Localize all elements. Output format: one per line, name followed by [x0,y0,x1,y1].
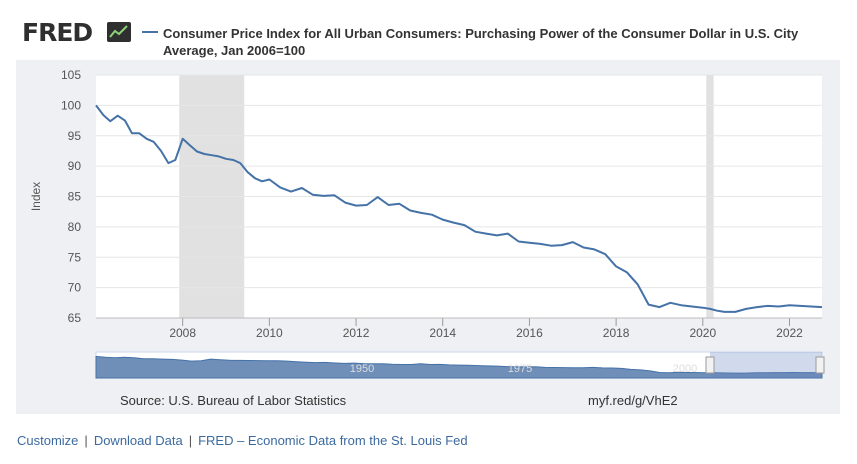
navigator-handle[interactable] [705,356,715,374]
download-data-link[interactable]: Download Data [93,433,183,448]
navigator-series [95,355,823,379]
y-tick-label: 85 [68,190,82,204]
x-tick-label: 2020 [689,326,716,340]
short-url[interactable]: myf.red/g/VhE2 [588,393,678,408]
series-line [95,104,823,313]
y-tick-label: 95 [68,129,82,143]
navigator-handle[interactable] [815,356,825,374]
y-axis-label: Index [29,182,43,211]
x-tick-label: 2016 [516,326,543,340]
fred-home-link[interactable]: FRED – Economic Data from the St. Louis … [198,433,468,448]
navigator-year-label: 2000 [673,363,697,375]
fred-logo-icon [107,22,131,42]
footer-separator: | [84,433,88,448]
y-tick-label: 100 [61,98,81,112]
x-tick-label: 2022 [776,326,803,340]
y-tick-label: 70 [68,281,82,295]
x-tick-label: 2008 [169,326,196,340]
navigator-year-label: 1950 [350,363,374,375]
x-tick-label: 2010 [256,326,283,340]
source-text: Source: U.S. Bureau of Labor Statistics [120,393,347,408]
legend-series-swatch [142,31,158,33]
chart-header: FRED Consumer Price Index for All Urban … [0,0,857,60]
customize-link[interactable]: Customize [17,433,79,448]
footer-links: Customize | Download Data | FRED – Economic … [17,433,468,448]
navigator-selected-range [710,352,822,378]
footer-separator: | [188,433,193,448]
y-tick-label: 65 [68,311,82,325]
x-tick-label: 2012 [343,326,370,340]
x-tick-label: 2018 [603,326,630,340]
x-tick-label: 2014 [429,326,456,340]
y-tick-label: 105 [61,68,81,82]
navigator-year-label: 1975 [508,363,532,375]
y-tick-label: 90 [68,159,82,173]
y-tick-label: 80 [68,220,82,234]
fred-logo[interactable]: FRED [22,18,93,47]
chart-title: Consumer Price Index for All Urban Consu… [163,26,799,58]
y-tick-label: 75 [68,250,82,264]
